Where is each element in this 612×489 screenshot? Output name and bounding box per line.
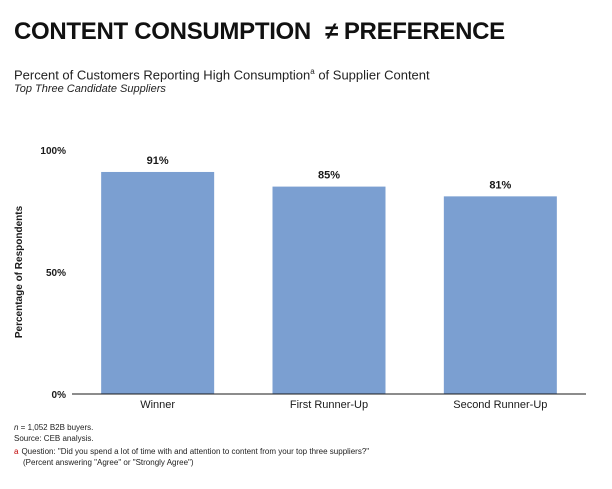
subtitle-superscript: a: [310, 67, 315, 76]
y-tick-label: 100%: [40, 146, 66, 157]
y-tick-label: 50%: [46, 268, 66, 279]
bar: [443, 196, 557, 394]
y-tick-label: 0%: [52, 390, 67, 401]
x-tick-label: First Runner-Up: [290, 399, 368, 411]
footnote-marker: a: [14, 447, 19, 456]
chart-subtitle: Percent of Customers Reporting High Cons…: [14, 67, 430, 82]
data-label: 85%: [318, 170, 340, 182]
bar: [272, 186, 386, 394]
x-tick-label: Second Runner-Up: [453, 399, 547, 411]
data-label: 91%: [147, 155, 169, 167]
y-axis-label: Percentage of Respondents: [14, 205, 25, 338]
x-tick-label: Winner: [140, 399, 175, 411]
question-note: a Question: "Did you spend a lot of time …: [14, 444, 369, 457]
headline: CONTENT CONSUMPTION ≠ PREFERENCE: [14, 18, 505, 46]
headline-right: PREFERENCE: [343, 18, 505, 45]
bar: [101, 171, 215, 394]
headline-left: CONTENT CONSUMPTION: [14, 18, 311, 45]
chart-notes: n = 1,052 B2B buyers. Source: CEB analys…: [14, 422, 369, 468]
subtitle-suffix: of Supplier Content: [314, 67, 430, 83]
n-symbol: n: [14, 423, 19, 432]
sample-size-text: = 1,052 B2B buyers.: [18, 423, 94, 432]
question-detail-note: (Percent answering "Agree" or "Strongly …: [23, 458, 194, 467]
subtitle-text: Percent of Customers Reporting High Cons…: [14, 67, 311, 83]
not-equal-symbol: ≠: [324, 18, 338, 45]
sample-size-note: n = 1,052 B2B buyers.: [14, 422, 369, 433]
chart-subsubtitle: Top Three Candidate Suppliers: [14, 83, 166, 95]
bar-chart: Percentage of Respondents 0% 50% 100% 91% Win…: [14, 146, 586, 411]
question-text: Question: "Did you spend a lot of time w…: [21, 447, 370, 456]
data-label: 81%: [489, 179, 511, 191]
source-note: Source: CEB analysis.: [14, 434, 94, 443]
